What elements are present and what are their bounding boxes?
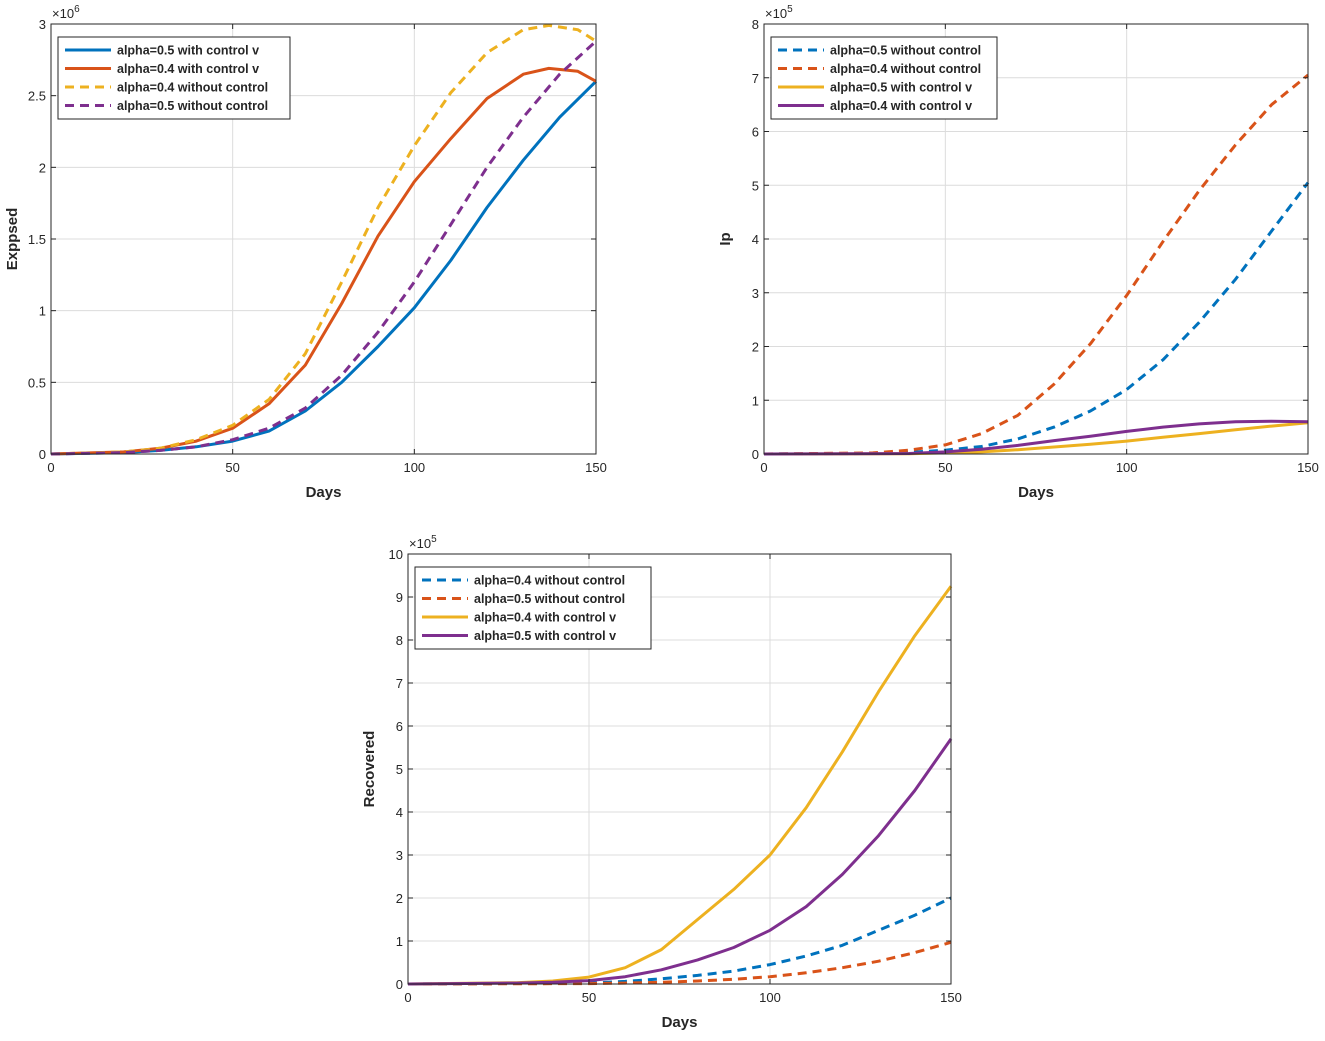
chart-0-x-tick-label-3: 150 [585, 460, 607, 475]
chart-1-x-tick-label-0: 0 [760, 460, 767, 475]
chart-2-legend-entry-0: alpha=0.4 without control [474, 574, 625, 588]
chart-0-y-tick-label-5: 2.5 [28, 89, 46, 104]
chart-1-exponent-base: ×10 [765, 6, 787, 21]
chart-0-y-tick-label-6: 3 [39, 17, 46, 32]
chart-1-x-tick-label-2: 100 [1116, 460, 1138, 475]
chart-2-exponent-base: ×10 [409, 536, 431, 551]
chart-2-series-line-3 [407, 738, 953, 986]
chart-0-x-tick-label-1: 50 [225, 460, 239, 475]
chart-2-series-line-1 [407, 940, 952, 986]
chart-0-legend-entry-3: alpha=0.5 without control [117, 99, 268, 113]
chart-0-y-tick-label-4: 2 [39, 160, 46, 175]
chart-2-y-tick-label-2: 2 [396, 891, 403, 906]
chart-2-y-tick-label-1: 1 [396, 934, 403, 949]
chart-1-series-line-1 [763, 73, 1309, 456]
chart-1-y-tick-label-7: 7 [752, 71, 759, 86]
chart-0-y-tick-label-2: 1 [39, 304, 46, 319]
chart-2-y-tick-label-5: 5 [396, 762, 403, 777]
chart-2-x-tick-label-1: 50 [582, 990, 596, 1005]
chart-1-y-tick-label-1: 1 [752, 393, 759, 408]
chart-2-x-tick-label-3: 150 [940, 990, 962, 1005]
chart-1-y-tick-label-8: 8 [752, 17, 759, 32]
chart-1-x-tick-label-1: 50 [938, 460, 952, 475]
chart-2-series-line-2 [407, 585, 953, 986]
chart-0-exponent-label: ×106 [52, 4, 80, 21]
chart-2-exponent-label: ×105 [409, 534, 437, 551]
chart-1-y-tick-label-5: 5 [752, 178, 759, 193]
chart-1-legend-entry-1: alpha=0.4 without control [830, 62, 981, 76]
chart-1-y-tick-label-6: 6 [752, 125, 759, 140]
chart-1-legend-entry-3: alpha=0.4 with control v [830, 99, 972, 113]
chart-2-exponent-power: 5 [431, 534, 437, 545]
chart-2-x-axis-label: Days [662, 1014, 698, 1031]
chart-2-y-axis-label: Recovered [361, 731, 378, 808]
chart-1-legend-entry-2: alpha=0.5 with control v [830, 81, 972, 95]
chart-0-y-tick-label-3: 1.5 [28, 232, 46, 247]
chart-0-series-line-2 [50, 23, 597, 456]
chart-2-x-tick-label-0: 0 [404, 990, 411, 1005]
chart-2-y-tick-label-0: 0 [396, 977, 403, 992]
chart-2-x-tick-label-2: 100 [759, 990, 781, 1005]
chart-2-y-tick-label-3: 3 [396, 848, 403, 863]
chart-0-y-tick-label-0: 0 [39, 447, 46, 462]
chart-1-y-tick-label-0: 0 [752, 447, 759, 462]
chart-1-y-tick-label-3: 3 [752, 286, 759, 301]
chart-1-legend-entry-0: alpha=0.5 without control [830, 44, 981, 58]
chart-0-legend-entry-2: alpha=0.4 without control [117, 81, 268, 95]
chart-exposed: 0 50 100 150 0 0.5 1 1.5 2 2.5 3 ×106 Days Exppsed alp… [4, 4, 607, 501]
chart-1-exponent-label: ×105 [765, 4, 793, 21]
chart-0-exponent-power: 6 [74, 4, 80, 15]
chart-0-legend-entry-0: alpha=0.5 with control v [117, 44, 259, 58]
chart-0-y-tick-label-1: 0.5 [28, 375, 46, 390]
chart-1-legend: alpha=0.5 without control alpha=0.4 witho… [770, 36, 998, 120]
chart-1-x-axis-label: Days [1018, 484, 1054, 501]
chart-2-y-tick-label-9: 9 [396, 590, 403, 605]
chart-0-series-line-3 [50, 40, 598, 456]
chart-1-exponent-power: 5 [787, 4, 793, 15]
chart-1-y-tick-label-2: 2 [752, 340, 759, 355]
chart-1-y-axis-label: Ip [717, 232, 734, 245]
chart-0-y-axis-label: Exppsed [4, 208, 21, 271]
chart-0-x-axis-label: Days [306, 484, 342, 501]
chart-recovered: 0 50 100 150012345678910×105DaysRecoveredal… [361, 534, 962, 1031]
chart-2-legend-entry-2: alpha=0.4 with control v [474, 611, 616, 625]
chart-2-y-tick-label-7: 7 [396, 676, 403, 691]
chart-1-x-tick-label-3: 150 [1297, 460, 1319, 475]
chart-2-legend-entry-3: alpha=0.5 with control v [474, 629, 616, 643]
chart-1-y-tick-label-4: 4 [752, 232, 759, 247]
chart-2-legend: alpha=0.4 without control alpha=0.5 witho… [414, 566, 652, 650]
chart-0-legend-entry-1: alpha=0.4 with control v [117, 62, 259, 76]
chart-2-y-tick-label-4: 4 [396, 805, 403, 820]
chart-2-y-tick-label-8: 8 [396, 633, 403, 648]
chart-2-legend-entry-1: alpha=0.5 without control [474, 592, 625, 606]
chart-2-y-tick-label-6: 6 [396, 719, 403, 734]
chart-0-x-tick-label-2: 100 [403, 460, 425, 475]
chart-2-y-tick-label-10: 10 [389, 547, 403, 562]
chart-0-exponent-base: ×10 [52, 6, 74, 21]
chart-0-legend: alpha=0.5 with control v alpha=0.4 with c… [57, 36, 291, 120]
chart-0-x-tick-label-0: 0 [47, 460, 54, 475]
